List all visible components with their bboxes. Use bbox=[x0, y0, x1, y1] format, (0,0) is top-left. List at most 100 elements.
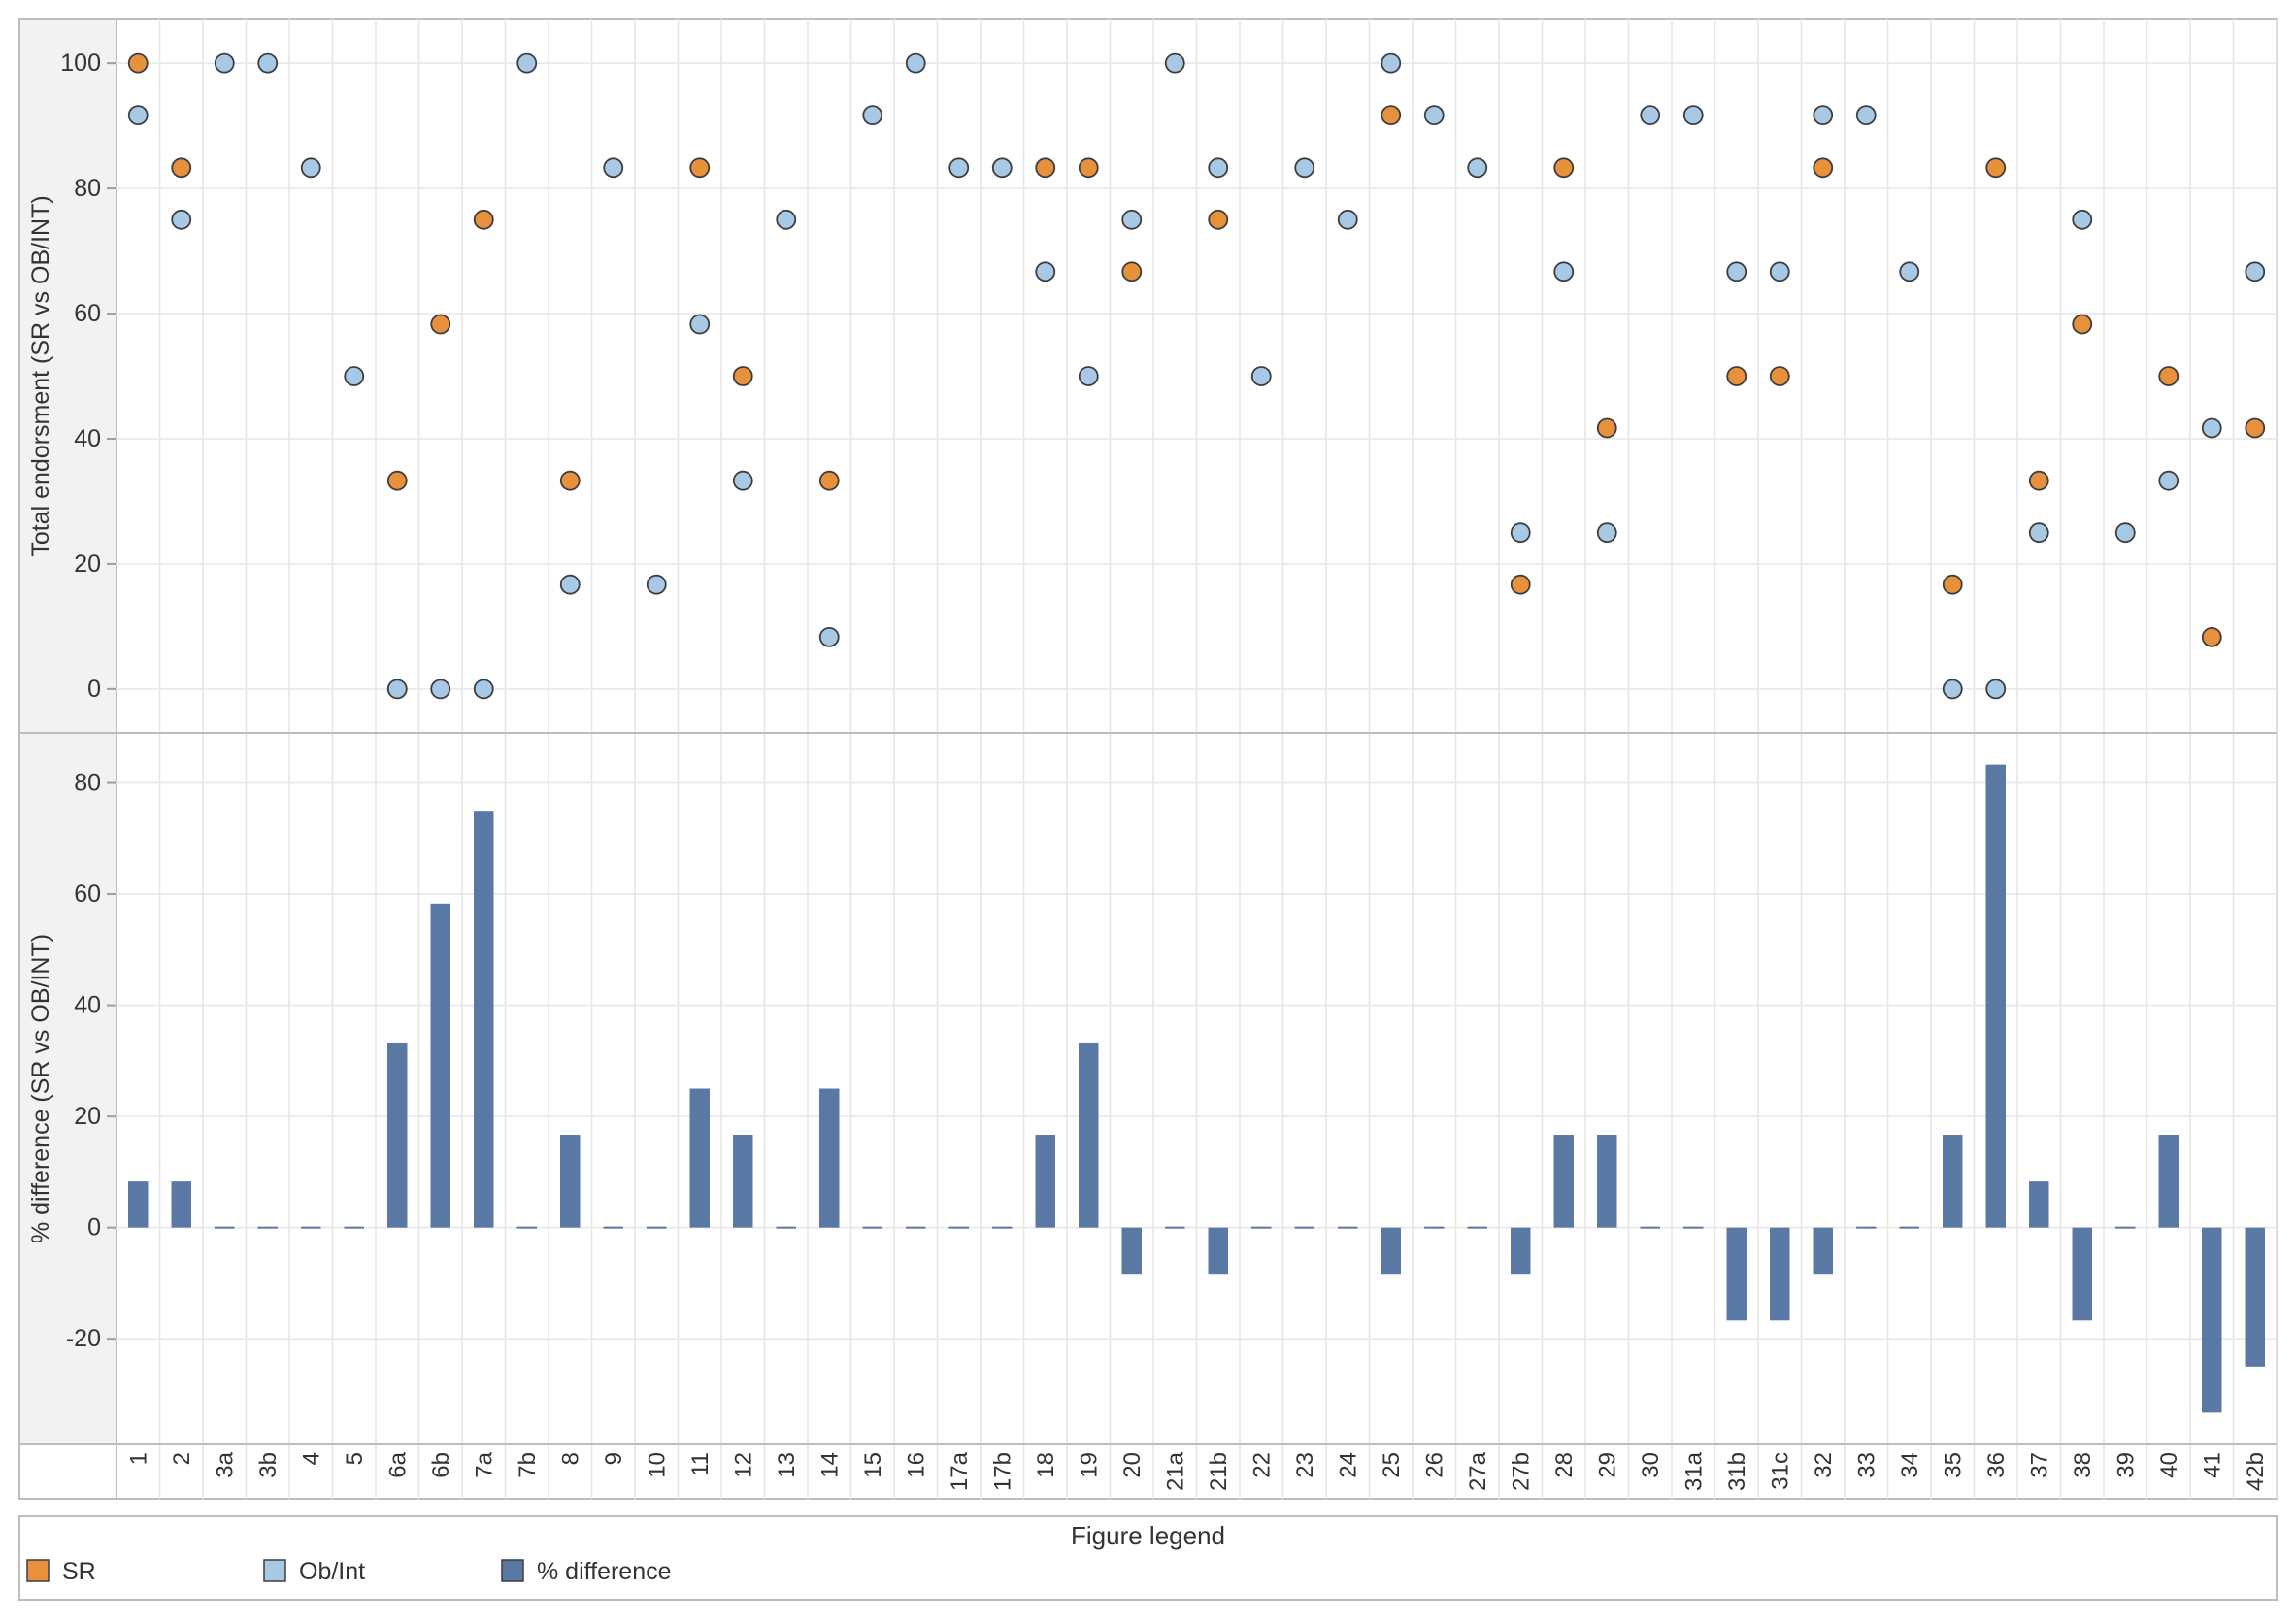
difference-bar bbox=[171, 1181, 191, 1228]
difference-bar bbox=[1338, 1226, 1358, 1229]
scatter-point-sr bbox=[1726, 366, 1747, 386]
x-tick-label: 3b bbox=[255, 1452, 282, 1478]
bottom-y-tick-label: 60 bbox=[74, 880, 101, 908]
difference-bar bbox=[2245, 1227, 2265, 1367]
difference-bar bbox=[2158, 1135, 2179, 1228]
difference-bar bbox=[128, 1181, 149, 1228]
x-tick-labels: 1 2 3a 3b 4 5 6a 6b 7a 7b 8 9 10 11 12 13 14 15 16 17a 17b 18… bbox=[125, 1451, 2269, 1491]
scatter-point-obint bbox=[1078, 366, 1099, 386]
x-tick-label: 3a bbox=[212, 1451, 238, 1477]
x-tick-label: 11 bbox=[687, 1452, 714, 1476]
x-tick-label: 8 bbox=[557, 1452, 583, 1465]
scatter-point-sr bbox=[127, 52, 149, 74]
difference-bar bbox=[1121, 1227, 1142, 1275]
x-tick-label: 19 bbox=[1076, 1452, 1102, 1478]
scatter-point-obint bbox=[516, 52, 538, 74]
scatter-point-sr bbox=[1510, 574, 1531, 595]
scatter-point-obint bbox=[430, 679, 451, 700]
x-tick-label: 18 bbox=[1033, 1452, 1059, 1478]
scatter-point-sr bbox=[473, 209, 494, 230]
x-tick-label: 1 bbox=[125, 1452, 151, 1465]
x-tick-label: 23 bbox=[1292, 1452, 1318, 1478]
difference-bar bbox=[1597, 1135, 1617, 1228]
scatter-point-sr bbox=[386, 470, 408, 491]
top-y-axis-title: Total endorsment (SR vs OB/INT) bbox=[27, 195, 54, 556]
x-tick-label: 7b bbox=[515, 1452, 541, 1478]
scatter-point-obint bbox=[1423, 105, 1445, 126]
scatter-point-obint bbox=[559, 574, 581, 595]
difference-bar bbox=[1511, 1227, 1531, 1275]
difference-bar bbox=[689, 1088, 710, 1228]
legend-label: SR bbox=[62, 1558, 96, 1585]
scatter-point-obint bbox=[776, 209, 797, 230]
difference-bar bbox=[387, 1042, 408, 1228]
scatter-point-sr bbox=[1121, 261, 1143, 282]
scatter-point-sr bbox=[1596, 417, 1617, 439]
scatter-point-sr bbox=[689, 157, 711, 179]
scatter-point-obint bbox=[1682, 105, 1704, 126]
scatter-point-obint bbox=[1035, 261, 1056, 282]
scatter-point-obint bbox=[2201, 417, 2222, 439]
scatter-point-sr bbox=[2201, 626, 2222, 647]
legend-label: Ob/Int bbox=[299, 1558, 365, 1585]
x-tick-label: 40 bbox=[2156, 1452, 2182, 1478]
difference-bar bbox=[948, 1226, 969, 1229]
scatter-point-obint bbox=[1942, 679, 1963, 700]
difference-bar bbox=[1553, 1135, 1574, 1228]
scatter-point-obint bbox=[689, 314, 711, 335]
scatter-point-obint bbox=[386, 679, 408, 700]
scatter-point-obint bbox=[1121, 209, 1143, 230]
x-tick-label: 31b bbox=[1724, 1452, 1750, 1491]
difference-bar bbox=[647, 1226, 667, 1229]
x-tick-label: 31a bbox=[1680, 1451, 1707, 1491]
legend-swatch bbox=[501, 1559, 524, 1582]
x-tick-label: 27a bbox=[1465, 1451, 1491, 1491]
scatter-point-obint bbox=[646, 574, 667, 595]
scatter-point-obint bbox=[1596, 522, 1617, 544]
legend: Figure legend SR Ob/Int % difference bbox=[18, 1515, 2278, 1601]
difference-bar bbox=[2029, 1181, 2049, 1228]
scatter-point-obint bbox=[1294, 157, 1315, 179]
difference-bar bbox=[1467, 1226, 1487, 1229]
difference-bar bbox=[1985, 764, 2006, 1228]
scatter-point-obint bbox=[603, 157, 624, 179]
difference-bar bbox=[1294, 1226, 1314, 1229]
x-tick-label: 17b bbox=[989, 1452, 1015, 1491]
scatter-point-obint bbox=[344, 366, 365, 386]
scatter-point-obint bbox=[2158, 470, 2180, 491]
bottom-y-tick-label: 40 bbox=[74, 992, 101, 1019]
scatter-point-obint bbox=[257, 52, 279, 74]
difference-bar bbox=[1079, 1042, 1099, 1228]
top-y-tick-label: 80 bbox=[74, 175, 101, 202]
scatter-point-obint bbox=[1553, 261, 1575, 282]
chart-frame bbox=[18, 18, 2278, 1500]
x-tick-label: 2 bbox=[169, 1452, 195, 1465]
scatter-point-obint bbox=[300, 157, 321, 179]
scatter-point-obint bbox=[1467, 157, 1488, 179]
scatter-point-obint bbox=[1250, 366, 1272, 386]
x-tick-label: 37 bbox=[2026, 1452, 2052, 1478]
bottom-y-axis-title: % difference (SR vs OB/INT) bbox=[27, 934, 54, 1243]
scatter-point-obint bbox=[2028, 522, 2049, 544]
scatter-point-obint bbox=[862, 105, 883, 126]
scatter-point-sr bbox=[2158, 366, 2180, 386]
scatter-point-sr bbox=[1078, 157, 1099, 179]
x-tick-label: 30 bbox=[1638, 1452, 1664, 1478]
scatter-point-obint bbox=[1337, 209, 1358, 230]
difference-bar bbox=[430, 903, 450, 1228]
scatter-point-sr bbox=[2072, 314, 2093, 335]
scatter-point-obint bbox=[171, 209, 192, 230]
x-tick-label: 41 bbox=[2199, 1452, 2225, 1478]
difference-bar bbox=[1035, 1135, 1055, 1228]
scatter-point-sr bbox=[430, 314, 451, 335]
x-tick-label: 27b bbox=[1508, 1452, 1534, 1491]
scatter-point-sr bbox=[1942, 574, 1963, 595]
difference-bar bbox=[906, 1226, 926, 1229]
x-tick-label: 4 bbox=[298, 1452, 324, 1465]
bottom-y-tick-label: 0 bbox=[87, 1214, 101, 1242]
scatter-point-sr bbox=[1035, 157, 1056, 179]
scatter-point-obint bbox=[991, 157, 1013, 179]
scatter-point-obint bbox=[2072, 209, 2093, 230]
x-tick-label: 22 bbox=[1248, 1452, 1275, 1478]
scatter-point-obint bbox=[905, 52, 926, 74]
